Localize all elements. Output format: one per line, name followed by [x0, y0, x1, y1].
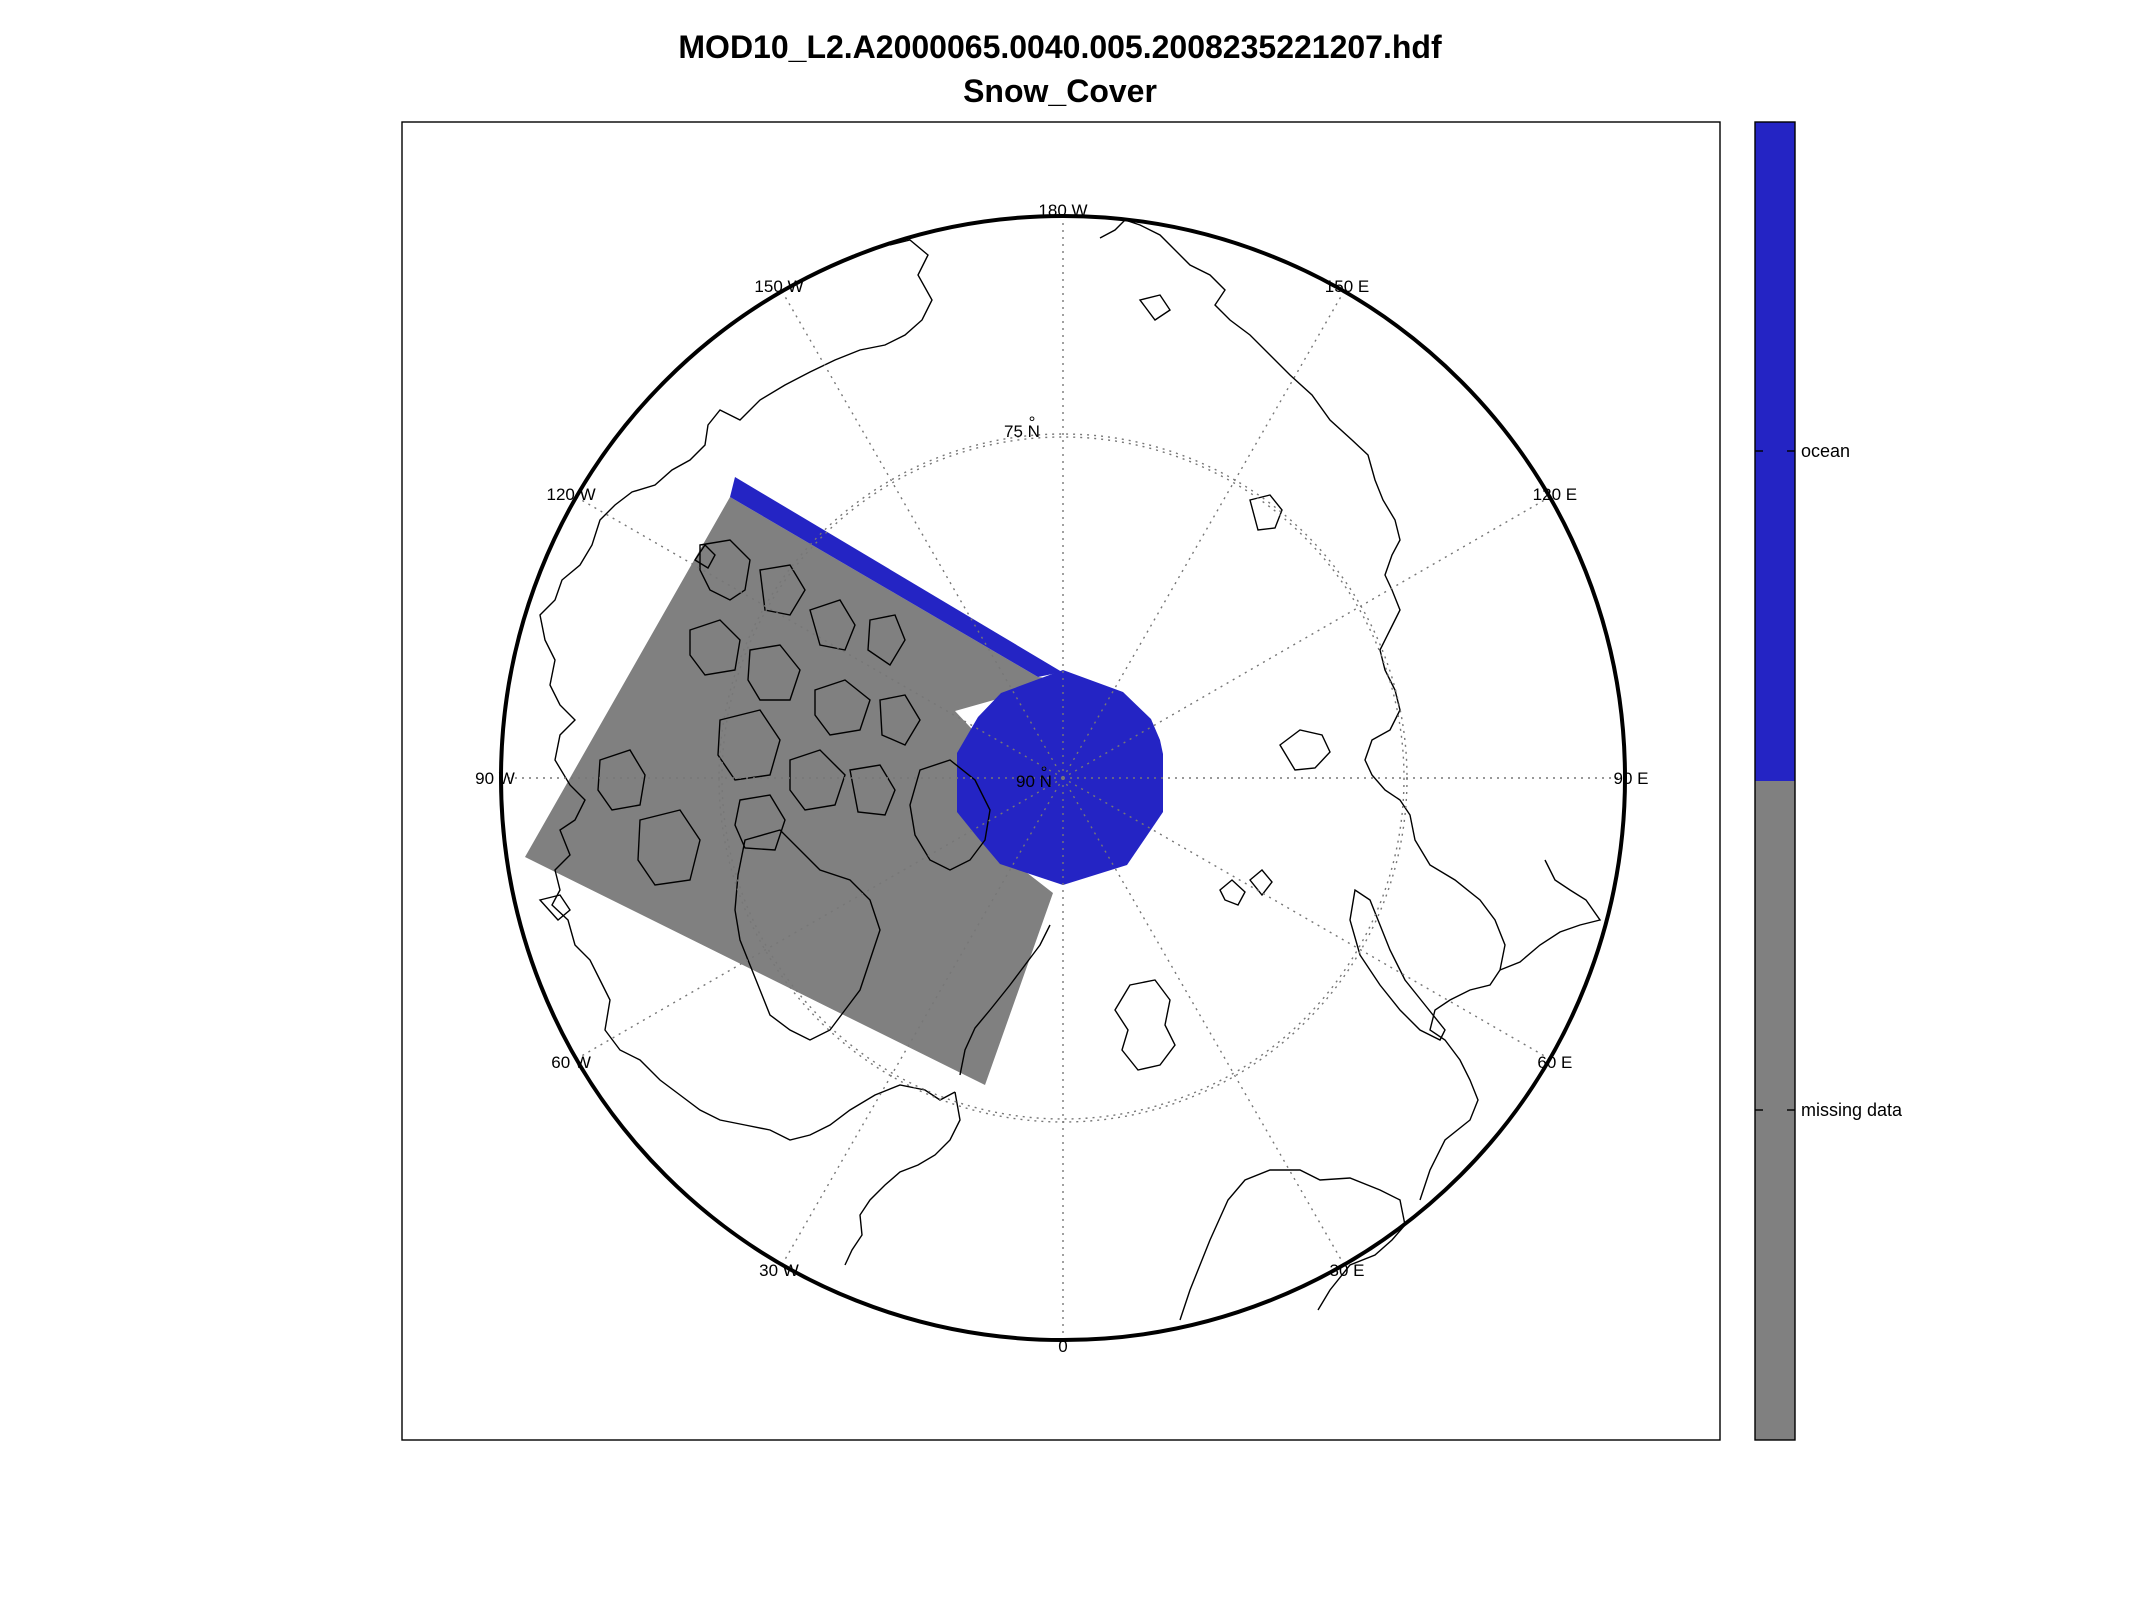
longitude-label: 150 E	[1325, 277, 1369, 296]
colorbar-label-missing-data: missing data	[1801, 1100, 1903, 1120]
meridian-line	[1062, 290, 1345, 779]
latitude-labels: 75 N ° 90 N °	[1004, 413, 1052, 791]
meridian-line	[575, 496, 1064, 779]
longitude-label: 150 W	[754, 277, 803, 296]
degree-symbol: °	[1041, 763, 1048, 782]
longitude-label: 120 W	[547, 485, 596, 504]
ocean-strip	[730, 477, 1062, 677]
colorbar-frame	[1754, 121, 1796, 1441]
degree-symbol: °	[1029, 413, 1036, 432]
longitude-label: 0	[1058, 1337, 1067, 1356]
latitude-label-75n: 75 N	[1004, 422, 1040, 441]
graticule	[501, 216, 1625, 1340]
longitude-labels: 180 W 150 W 120 W 90 W 60 W 30 W 0 30 E 60 E 90 E…	[475, 201, 1648, 1356]
meridian-line	[781, 290, 1064, 779]
missing-data-swath	[525, 477, 1065, 1085]
figure-title: MOD10_L2.A2000065.0040.005.2008235221207…	[678, 29, 1442, 65]
longitude-label: 120 E	[1533, 485, 1577, 504]
longitude-label: 180 W	[1038, 201, 1087, 220]
meridian-line	[1062, 777, 1345, 1266]
ocean-pole-cap	[957, 670, 1163, 885]
figure-subtitle: Snow_Cover	[963, 73, 1157, 109]
longitude-label: 60 E	[1537, 1053, 1572, 1072]
polar-map: 180 W 150 W 120 W 90 W 60 W 30 W 0 30 E 60 E 90 E…	[475, 201, 1648, 1356]
latitude-circle-75n	[721, 436, 1405, 1120]
meridians	[501, 216, 1625, 1340]
longitude-label: 90 W	[475, 769, 515, 788]
longitude-label: 30 E	[1330, 1261, 1365, 1280]
meridian-line	[1062, 777, 1551, 1060]
meridian-line	[1062, 496, 1551, 779]
meridian-line	[575, 777, 1064, 1060]
latitude-label-90n: 90 N	[1016, 772, 1052, 791]
longitude-label: 90 E	[1614, 769, 1649, 788]
map-boundary	[499, 214, 1627, 1342]
longitude-label: 60 W	[551, 1053, 591, 1072]
colorbar-label-ocean: ocean	[1801, 441, 1850, 461]
meridian-line	[781, 777, 1064, 1266]
longitude-label: 30 W	[759, 1261, 799, 1280]
missing-data-region	[525, 497, 1065, 1085]
colorbar: ocean missing data	[1754, 121, 1903, 1441]
coastlines	[538, 219, 1602, 1321]
